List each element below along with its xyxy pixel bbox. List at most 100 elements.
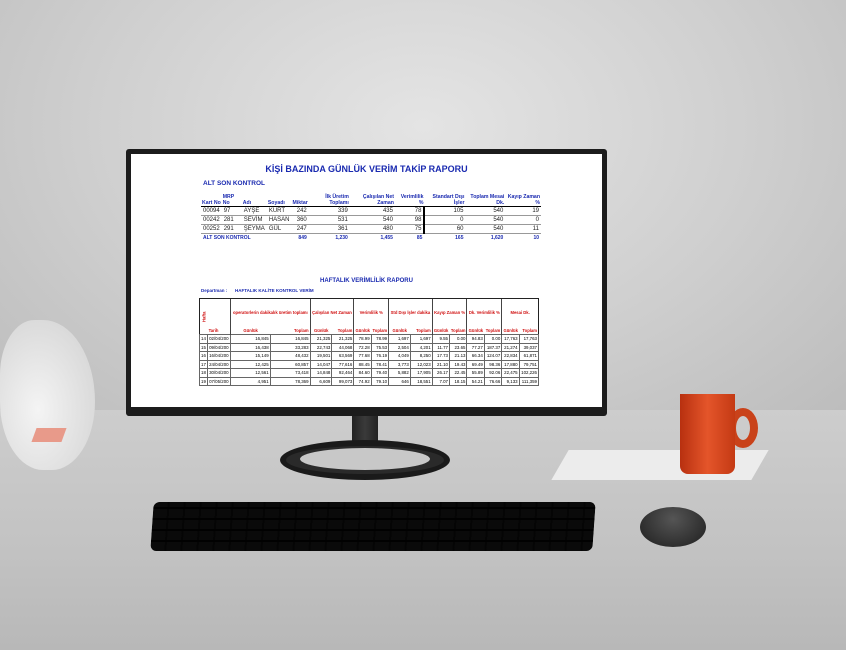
table-cell: 74.92	[353, 376, 372, 386]
table-cell: 17,905	[409, 368, 433, 378]
table-cell: 72.28	[353, 342, 372, 352]
table-row: 18 30/04/200 12,561 73,418 14,848 92,464 84.60…	[198, 368, 540, 378]
table-cell: 17,880	[501, 359, 520, 369]
table-cell: 21,274	[501, 342, 520, 352]
subheader-daily: Günlük	[501, 326, 520, 335]
table-cell: 39,037	[518, 342, 540, 352]
table-cell: 8,250	[409, 351, 433, 361]
group-header: Çalışılan Net Zaman	[309, 297, 354, 327]
mouse[interactable]	[640, 507, 706, 547]
table-cell: 14	[198, 334, 209, 344]
table-cell: 12,023	[409, 359, 433, 369]
table-cell: 4,049	[388, 351, 411, 361]
table-cell: 4,951	[230, 376, 271, 386]
weekly-table: Hafta Tarih operatorlerin dakikalık üretim…	[198, 297, 540, 386]
vase	[0, 320, 95, 470]
table-cell: 0.00	[483, 334, 503, 344]
table-cell: 54.21	[466, 376, 485, 386]
table-cell: 339	[308, 206, 350, 216]
total-cell: 1,455	[380, 235, 393, 241]
table-cell: 26.17	[431, 368, 451, 378]
subheader-total: Toplam	[485, 327, 501, 333]
table-cell: 97	[221, 206, 242, 216]
table-cell: 16,438	[230, 342, 271, 352]
group-header: Dk. Verimlilik %	[466, 297, 502, 327]
table-cell: 79.10	[370, 376, 390, 386]
subheader-total: Toplam	[372, 327, 388, 333]
table-cell: 24/04/200	[207, 359, 232, 369]
table-cell: 242	[291, 206, 309, 216]
table-cell: 78.99	[353, 334, 372, 344]
table-cell: 646	[388, 376, 411, 386]
table-cell: 60,857	[269, 359, 311, 369]
subheader-total: Toplam	[416, 327, 431, 333]
table-cell: 44,068	[331, 342, 355, 352]
table-cell: 15,149	[230, 351, 271, 361]
table-cell: 21,325	[309, 334, 333, 344]
column-header: Kayıp Zaman %	[507, 194, 540, 206]
subheader-daily: Günlük	[466, 326, 485, 335]
table-cell: 540	[465, 224, 506, 234]
table-cell: 17,763	[501, 334, 520, 344]
table-cell: 00094	[201, 206, 222, 216]
table-cell: 16,845	[269, 334, 311, 344]
table-cell: 77.27	[466, 342, 485, 352]
subheader-total: Toplam	[522, 327, 537, 333]
table-cell: 19	[505, 206, 541, 216]
table-cell: 291	[221, 224, 242, 234]
table-cell: 69.49	[466, 359, 485, 369]
table-cell: 102,226	[518, 368, 540, 378]
table-cell: 00252	[201, 224, 222, 234]
table-cell: 17.73	[431, 351, 451, 361]
subheader-daily: Günlük	[309, 326, 332, 335]
table-cell: 14,848	[309, 368, 333, 378]
table-cell: 21,325	[331, 334, 355, 344]
table-cell: 23.65	[448, 342, 468, 352]
subheader-total: Toplam	[337, 327, 353, 333]
column-header: Toplam Mesai Dk.	[470, 194, 505, 206]
subheader-daily: Günlük	[230, 326, 271, 335]
table-cell: 79.40	[370, 368, 390, 378]
column-header: Kart No	[202, 200, 221, 206]
table-cell: 73,418	[269, 368, 311, 378]
table-cell: 105	[423, 206, 466, 216]
column-header: Soyadı	[267, 200, 285, 206]
table-cell: 4,201	[409, 342, 433, 352]
group-header: Std Dışı İşler dakika	[388, 297, 433, 327]
table-cell: 48,432	[269, 351, 311, 361]
table-cell: 18,551	[409, 376, 433, 386]
table-cell: 12,425	[230, 359, 271, 369]
subheader-daily: Günlük	[388, 326, 411, 335]
table-cell: 0	[423, 215, 466, 225]
table-cell: 12,561	[230, 368, 271, 378]
monitor-stand-base-hole	[300, 448, 430, 470]
subheader-daily: Günlük	[353, 326, 372, 335]
table-cell: 78,369	[269, 376, 311, 386]
table-cell: 16/04/200	[207, 351, 232, 361]
table-cell: 98.36	[483, 359, 503, 369]
total-cell: 1,230	[335, 235, 348, 241]
subheader-total: Toplam	[450, 327, 466, 333]
table-cell: 15	[198, 342, 209, 352]
table-cell: 22,834	[501, 351, 520, 361]
table-cell: 22,475	[501, 368, 520, 378]
total-cell: 849	[298, 235, 307, 241]
column-header: İlk Üretim Toplamı	[325, 194, 349, 206]
table-cell: KURT	[266, 206, 292, 216]
column-header: Miktar	[292, 200, 308, 206]
table-row: 14 02/04/200 16,845 16,845 21,325 21,325 78.99…	[198, 334, 540, 344]
table-row: 00252 291 ŞEYMA GÜL 247 361 480 75 60 540 11	[201, 224, 541, 234]
table-cell: 78	[394, 206, 425, 216]
table-cell: 19.43	[448, 359, 468, 369]
table-cell: 111,359	[518, 376, 540, 386]
decor-cube	[31, 428, 67, 442]
group-header: Mesai Dk.	[501, 297, 539, 327]
table-cell: 21.13	[448, 351, 468, 361]
table-cell: 0	[505, 215, 541, 225]
table-cell: 187.37	[483, 342, 503, 352]
paper-sheet	[551, 450, 769, 480]
subheader-daily: Günlük	[431, 326, 450, 335]
table-cell: 07/05/200	[207, 376, 232, 386]
table-cell: 7.07	[431, 376, 451, 386]
keyboard[interactable]	[150, 502, 596, 551]
